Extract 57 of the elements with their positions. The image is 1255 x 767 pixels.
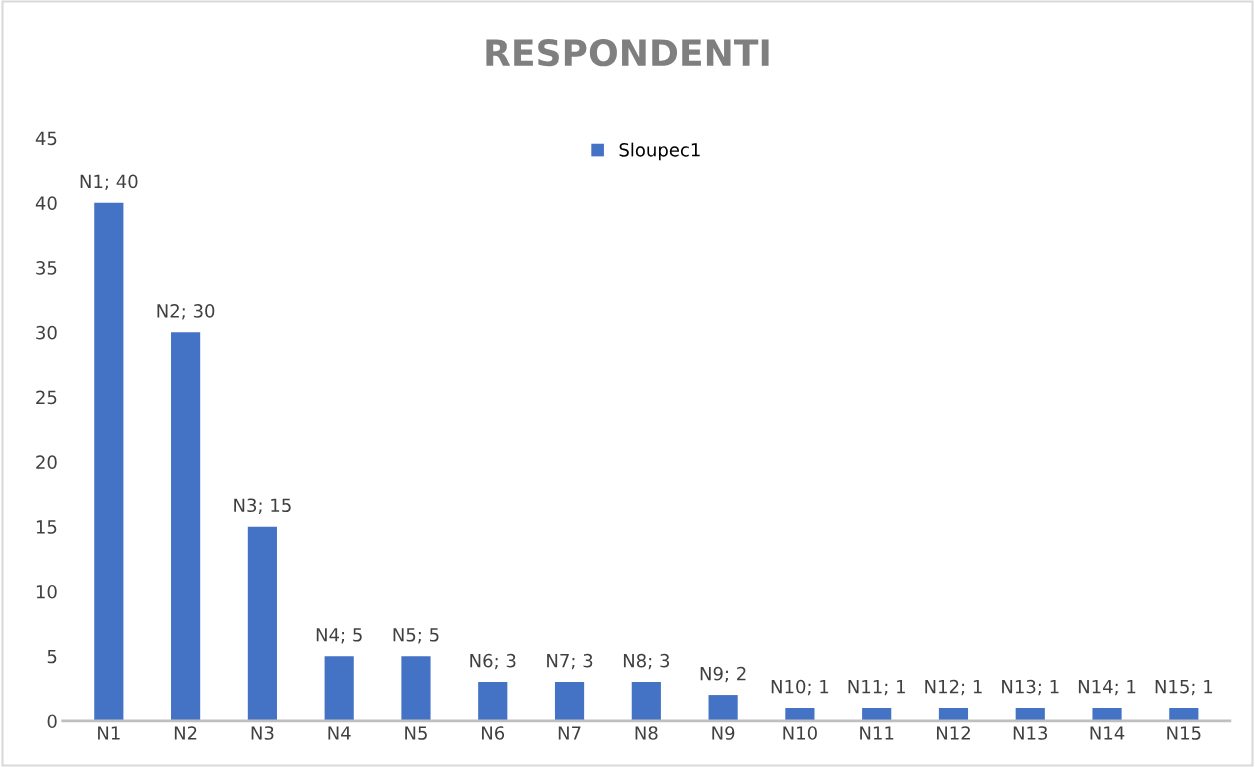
- chart-title: RESPONDENTI: [486, 38, 769, 67]
- x-tick-label: N8: [635, 726, 658, 740]
- x-tick-label: N5: [405, 726, 427, 740]
- y-tick-label: 10: [36, 584, 57, 599]
- bar: [785, 708, 815, 721]
- data-label: N9; 2: [700, 666, 746, 683]
- x-tick-label: N6: [482, 726, 505, 740]
- y-tick-label: 20: [36, 455, 57, 470]
- x-tick-label: N3: [251, 726, 274, 740]
- y-tick-label: 0: [47, 714, 57, 729]
- bar: [938, 708, 969, 721]
- y-tick-label: 45: [35, 131, 57, 146]
- data-label: N5; 5: [393, 628, 439, 644]
- bar: [708, 695, 738, 721]
- data-label: N2; 30: [157, 304, 215, 320]
- bar: [171, 332, 201, 721]
- x-tick-label: N1: [98, 726, 120, 740]
- x-tick-label: N14: [1090, 726, 1125, 740]
- y-tick-label: 15: [36, 520, 57, 534]
- data-label: N8; 3: [623, 653, 670, 670]
- y-tick-label: 40: [35, 196, 57, 210]
- bar: [247, 526, 277, 721]
- x-tick-label: N13: [1013, 726, 1048, 740]
- bar: [401, 656, 431, 721]
- data-label: N6; 3: [470, 653, 516, 670]
- y-tick-label: 30: [36, 325, 57, 340]
- data-label: N13; 1: [1002, 679, 1059, 696]
- data-label: N15; 1: [1155, 680, 1213, 696]
- x-tick-label: N11: [860, 726, 894, 740]
- y-tick-label: 5: [47, 649, 57, 664]
- bar: [631, 682, 661, 721]
- x-tick-label: N2: [174, 726, 197, 740]
- legend-label: Sloupec1: [619, 142, 700, 161]
- x-tick-label: N10: [783, 726, 817, 740]
- data-label: N11; 1: [848, 680, 905, 696]
- x-tick-label: N7: [558, 726, 581, 740]
- x-tick-label: N9: [712, 726, 735, 740]
- bar: [94, 202, 124, 721]
- bar: [1092, 708, 1122, 721]
- y-tick-label: 35: [36, 261, 57, 275]
- x-tick-label: N4: [328, 726, 351, 740]
- data-label: N4; 5: [316, 628, 362, 644]
- data-label: N1; 40: [80, 174, 138, 191]
- bar: [862, 708, 892, 721]
- bar: [1169, 708, 1199, 721]
- x-tick-label: N12: [937, 726, 970, 740]
- x-tick-label: N15: [1167, 726, 1201, 740]
- data-label: N14; 1: [1078, 680, 1136, 696]
- bar: [1015, 708, 1045, 721]
- y-tick-label: 25: [36, 390, 57, 405]
- bar: [554, 682, 585, 721]
- data-label: N7; 3: [547, 653, 593, 670]
- data-label: N3; 15: [234, 498, 291, 514]
- bar: [478, 682, 508, 721]
- bar: [324, 656, 354, 721]
- data-label: N12; 1: [925, 679, 982, 696]
- data-label: N10; 1: [771, 679, 829, 696]
